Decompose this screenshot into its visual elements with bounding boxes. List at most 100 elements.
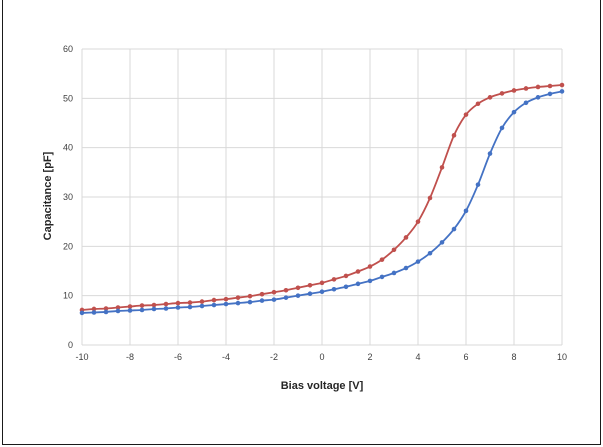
tick-layer: -10 -8 -6 -4 -2 0 2 4 6 8 10 0 10 20 30 40 50 60: [63, 44, 567, 362]
series-2-point: [236, 301, 241, 306]
series-2-point: [452, 227, 457, 232]
series-2-point: [500, 126, 505, 131]
x-tick-label: 10: [557, 352, 567, 362]
series-1-point: [428, 196, 433, 201]
series-2-point: [320, 289, 325, 294]
series-1-point: [152, 303, 157, 308]
series-1-point: [440, 165, 445, 170]
series-2-point: [224, 302, 229, 307]
x-tick-label: -10: [75, 352, 88, 362]
series-2-point: [164, 306, 169, 311]
series-1-point: [188, 300, 193, 305]
series-1-point: [488, 95, 493, 100]
y-tick-label: 0: [68, 340, 73, 350]
series-2-point: [128, 308, 133, 313]
x-axis-title: Bias voltage [V]: [281, 380, 364, 392]
series-1-point: [560, 83, 565, 88]
series-2-point: [152, 307, 157, 312]
series-1-point: [356, 269, 361, 274]
series-1-point: [344, 274, 349, 279]
series-1-point: [284, 288, 289, 293]
series-2-point: [536, 95, 541, 100]
series-1-point: [224, 297, 229, 302]
series-1-point: [296, 285, 301, 290]
y-tick-label: 30: [63, 192, 73, 202]
series-1-point: [200, 299, 205, 304]
x-tick-label: 6: [463, 352, 468, 362]
series-1-point: [380, 257, 385, 262]
series-1-point: [128, 304, 133, 309]
y-tick-label: 40: [63, 143, 73, 153]
series-2-point: [548, 92, 553, 97]
series-1-point: [368, 264, 373, 269]
x-tick-label: -8: [126, 352, 134, 362]
series-1-point: [272, 290, 277, 295]
series-1-point: [212, 298, 217, 303]
series-1-point: [452, 133, 457, 138]
series-1-point: [500, 91, 505, 96]
series-2-point: [116, 309, 121, 314]
series-1-point: [524, 86, 529, 91]
series-2-point: [80, 311, 85, 316]
series-2-point: [416, 259, 421, 264]
series-1-point: [404, 235, 409, 240]
series-1-point: [236, 295, 241, 300]
y-tick-label: 50: [63, 93, 73, 103]
series-2-point: [476, 182, 481, 187]
series-1-point: [476, 101, 481, 106]
series-2-point: [92, 310, 97, 315]
series-2-point: [332, 287, 337, 292]
series-2-point: [284, 295, 289, 300]
series-2-point: [440, 240, 445, 245]
x-tick-label: -4: [222, 352, 230, 362]
y-tick-label: 60: [63, 44, 73, 54]
series-2-point: [296, 293, 301, 298]
series-2-point: [272, 297, 277, 302]
series-2-point: [404, 266, 409, 271]
series-1-point: [392, 247, 397, 252]
series-1-point: [320, 281, 325, 286]
series-2-point: [248, 300, 253, 305]
x-tick-label: 4: [415, 352, 420, 362]
series-1-point: [464, 112, 469, 117]
y-axis-title: Capacitance [pF]: [42, 151, 54, 240]
series-1-point: [164, 302, 169, 307]
series-2-point: [512, 110, 517, 115]
series-2-point: [308, 291, 313, 296]
x-tick-label: 0: [319, 352, 324, 362]
series-1-point: [248, 294, 253, 299]
series-2-point: [356, 282, 361, 287]
series-2-point: [140, 308, 145, 313]
grid-layer: [82, 49, 562, 345]
series-2-point: [104, 310, 109, 315]
y-tick-label: 10: [63, 291, 73, 301]
series-2-point: [524, 100, 529, 105]
series-2-point: [560, 89, 565, 94]
series-1-point: [332, 277, 337, 282]
series-2-point: [392, 271, 397, 276]
y-tick-label: 20: [63, 241, 73, 251]
series-1-point: [536, 85, 541, 90]
series-1-point: [512, 88, 517, 93]
series-1-point: [308, 283, 313, 288]
series-2-point: [176, 305, 181, 310]
series-2-point: [200, 304, 205, 309]
x-tick-label: 8: [511, 352, 516, 362]
x-tick-label: 2: [367, 352, 372, 362]
x-tick-label: -2: [270, 352, 278, 362]
series-1-point: [416, 219, 421, 224]
series-2-point: [344, 284, 349, 289]
series-1-point: [548, 84, 553, 89]
series-1-point: [176, 301, 181, 306]
series-2-point: [212, 303, 217, 308]
series-2-point: [428, 251, 433, 256]
series-2-point: [380, 275, 385, 280]
series-2-point: [464, 209, 469, 214]
series-1-point: [260, 292, 265, 297]
series-2-point: [488, 151, 493, 156]
series-2-point: [188, 305, 193, 310]
series-2-point: [260, 298, 265, 303]
x-tick-label: -6: [174, 352, 182, 362]
series-2-point: [368, 279, 373, 284]
